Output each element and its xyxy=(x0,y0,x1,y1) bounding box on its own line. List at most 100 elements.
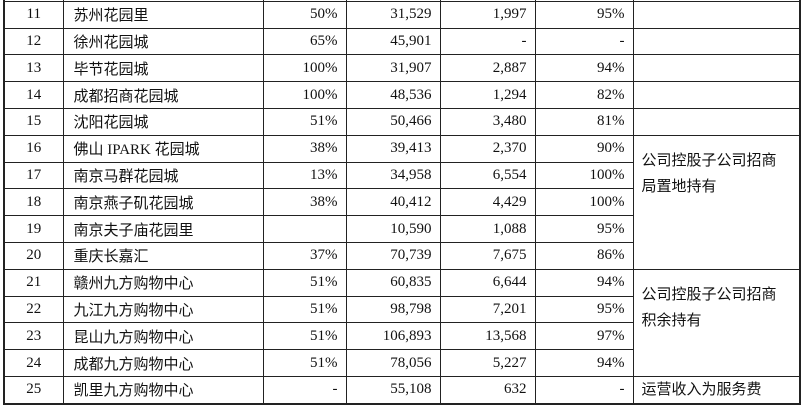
row-number-cell: 25 xyxy=(3,375,64,405)
row-number-cell: 21 xyxy=(3,268,64,297)
remark-cell: 公司控股子公司招商局置地持有 xyxy=(632,134,801,270)
table-row: 14 成都招商花园城 100% 48,536 1,294 82% xyxy=(3,81,801,109)
area-cell: 60,835 xyxy=(345,268,441,297)
revenue-cell: 632 xyxy=(439,375,536,405)
table-row: 15 沈阳花园城 51% 50,466 3,480 81% xyxy=(3,107,801,136)
revenue-cell: 2,887 xyxy=(439,54,536,83)
equity-share-cell: - xyxy=(262,375,347,405)
area-cell: 48,536 xyxy=(345,81,441,109)
table-row: 24 成都九方购物中心 51% 78,056 5,227 94% xyxy=(3,349,800,377)
row-number-cell: 15 xyxy=(3,107,64,136)
equity-share-cell: 38% xyxy=(262,188,347,217)
occupancy-rate-cell: 95% xyxy=(534,215,634,243)
remark-cell xyxy=(632,81,801,109)
project-name-cell: 赣州九方购物中心 xyxy=(62,268,264,297)
row-number-cell: 22 xyxy=(3,295,64,324)
revenue-cell: 2,370 xyxy=(439,134,536,163)
occupancy-rate-cell: 90% xyxy=(534,134,634,163)
remark-cell: 运营收入为服务费 xyxy=(632,375,801,405)
occupancy-rate-cell: 100% xyxy=(534,161,634,190)
revenue-cell: 1,294 xyxy=(439,81,536,109)
occupancy-rate-cell: - xyxy=(534,27,634,56)
row-number-cell: 11 xyxy=(3,0,64,29)
remark-cell xyxy=(632,54,801,83)
occupancy-rate-cell: 94% xyxy=(534,268,634,297)
project-name-cell: 苏州花园里 xyxy=(62,0,264,29)
occupancy-rate-cell: 94% xyxy=(534,54,634,83)
row-number-cell: 18 xyxy=(3,188,64,217)
project-name-cell: 九江九方购物中心 xyxy=(62,295,264,324)
area-cell: 55,108 xyxy=(345,375,441,405)
row-number-cell: 23 xyxy=(3,322,64,351)
project-name-cell: 成都招商花园城 xyxy=(62,81,264,109)
occupancy-rate-cell: 100% xyxy=(534,188,634,217)
table-row: 17 南京马群花园城 13% 34,958 6,554 100% xyxy=(3,161,800,190)
revenue-cell: 13,568 xyxy=(439,322,536,351)
revenue-cell: 6,554 xyxy=(439,161,536,190)
revenue-cell: - xyxy=(439,27,536,56)
row-number-cell: 24 xyxy=(3,349,64,377)
area-cell: 31,529 xyxy=(345,0,441,29)
area-cell: 106,893 xyxy=(345,322,441,351)
equity-share-cell: 51% xyxy=(262,322,347,351)
row-number-cell: 20 xyxy=(3,241,64,270)
revenue-cell: 7,201 xyxy=(439,295,536,324)
table-row: 12 徐州花园城 65% 45,901- - xyxy=(3,27,801,56)
area-cell: 45,901 xyxy=(345,27,441,56)
equity-share-cell: 100% xyxy=(262,54,347,83)
project-name-cell: 毕节花园城 xyxy=(62,54,264,83)
area-cell: 50,466 xyxy=(345,107,441,136)
area-cell: 39,413 xyxy=(345,134,441,163)
table-body: 11 苏州花园里 50% 31,529 1,997 95% 12 徐州花园城 65% 45,901… xyxy=(3,0,801,405)
equity-share-cell: 51% xyxy=(262,349,347,377)
revenue-cell: 1,088 xyxy=(439,215,536,243)
project-name-cell: 南京马群花园城 xyxy=(62,161,264,190)
project-name-cell: 凯里九方购物中心 xyxy=(62,375,264,405)
area-cell: 31,907 xyxy=(345,54,441,83)
occupancy-rate-cell: 86% xyxy=(534,241,634,270)
revenue-cell: 1,997 xyxy=(439,0,536,29)
remark-cell xyxy=(632,0,801,29)
equity-share-cell: 50% xyxy=(262,0,347,29)
remark-cell xyxy=(632,27,801,56)
table-row: 19 南京夫子庙花园里 10,590 1,088 95% xyxy=(3,215,800,243)
area-cell: 98,798 xyxy=(345,295,441,324)
revenue-cell: 7,675 xyxy=(439,241,536,270)
project-name-cell: 昆山九方购物中心 xyxy=(62,322,264,351)
area-cell: 10,590 xyxy=(345,215,441,243)
row-number-cell: 16 xyxy=(3,134,64,163)
row-number-cell: 14 xyxy=(3,81,64,109)
area-cell: 70,739 xyxy=(345,241,441,270)
equity-share-cell: 51% xyxy=(262,268,347,297)
area-cell: 40,412 xyxy=(345,188,441,217)
project-name-cell: 沈阳花园城 xyxy=(62,107,264,136)
equity-share-cell: 65% xyxy=(262,27,347,56)
table-row: 16 佛山 IPARK 花园城 38% 39,413 2,370 90% 公司控股子公司招商… xyxy=(3,134,801,270)
table-row: 20 重庆长嘉汇 37% 70,739 7,675 86% xyxy=(3,241,800,270)
revenue-cell: 4,429 xyxy=(439,188,536,217)
area-cell: 34,958 xyxy=(345,161,441,190)
table-row: 13 毕节花园城 100% 31,907 2,887 94% xyxy=(3,54,801,83)
occupancy-rate-cell: 94% xyxy=(534,349,634,377)
table-row: 11 苏州花园里 50% 31,529 1,997 95% xyxy=(3,0,801,29)
project-name-cell: 徐州花园城 xyxy=(62,27,264,56)
revenue-cell: 5,227 xyxy=(439,349,536,377)
table-row: 22 九江九方购物中心 51% 98,798 7,201 95% xyxy=(3,295,800,324)
project-name-cell: 成都九方购物中心 xyxy=(62,349,264,377)
row-number-cell: 13 xyxy=(3,54,64,83)
project-name-cell: 南京夫子庙花园里 xyxy=(62,215,264,243)
equity-share-cell xyxy=(262,215,347,243)
equity-share-cell: 37% xyxy=(262,241,347,270)
table-row: 21 赣州九方购物中心 51% 60,835 6,644 94% 公司控股子公司招商积余持有 xyxy=(3,268,801,377)
equity-share-cell: 51% xyxy=(262,295,347,324)
row-number-cell: 17 xyxy=(3,161,64,190)
equity-share-cell: 100% xyxy=(262,81,347,109)
occupancy-rate-cell: - xyxy=(534,375,634,405)
revenue-cell: 3,480 xyxy=(439,107,536,136)
table-row: 23 昆山九方购物中心 51% 106,893 13,568 97% xyxy=(3,322,800,351)
occupancy-rate-cell: 97% xyxy=(534,322,634,351)
project-name-cell: 佛山 IPARK 花园城 xyxy=(62,134,264,163)
project-name-cell: 南京燕子矶花园城 xyxy=(62,188,264,217)
equity-share-cell: 13% xyxy=(262,161,347,190)
remark-cell: 公司控股子公司招商积余持有 xyxy=(632,268,801,377)
